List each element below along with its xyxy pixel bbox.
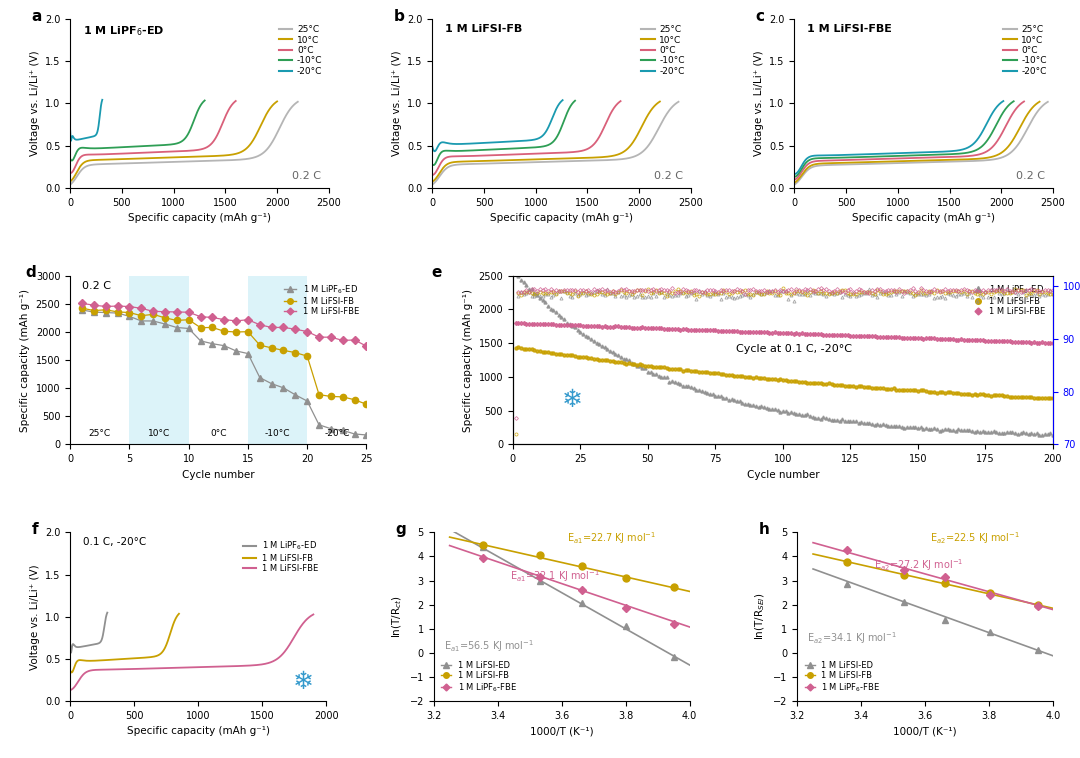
Text: 1 M LiFSI-FBE: 1 M LiFSI-FBE	[807, 24, 892, 34]
Legend: 1 M LiPF$_6$-ED, 1 M LiFSI-FB, 1 M LiFSI-FBE: 1 M LiPF$_6$-ED, 1 M LiFSI-FB, 1 M LiFSI…	[971, 280, 1049, 319]
X-axis label: 1000/T (K⁻¹): 1000/T (K⁻¹)	[893, 726, 957, 737]
Text: d: d	[26, 265, 37, 280]
Text: E$_{a2}$=22.5 KJ mol$^{-1}$: E$_{a2}$=22.5 KJ mol$^{-1}$	[930, 531, 1021, 547]
Legend: 1 M LiPF$_6$-ED, 1 M LiFSI-FB, 1 M LiFSI-FBE: 1 M LiPF$_6$-ED, 1 M LiFSI-FB, 1 M LiFSI…	[280, 280, 362, 319]
Y-axis label: Specific capacity (mAh g⁻¹): Specific capacity (mAh g⁻¹)	[463, 289, 473, 431]
Text: 0.2 C: 0.2 C	[82, 280, 111, 290]
Bar	[130, 276, 189, 444]
Text: e: e	[432, 265, 442, 280]
X-axis label: 1000/T (K⁻¹): 1000/T (K⁻¹)	[530, 726, 593, 737]
Y-axis label: Voltage vs. Li/Li⁺ (V): Voltage vs. Li/Li⁺ (V)	[29, 564, 40, 669]
Text: E$_{a1}$=32.1 KJ mol$^{-1}$: E$_{a1}$=32.1 KJ mol$^{-1}$	[511, 568, 600, 584]
Y-axis label: ln(T/R$_{ct}$): ln(T/R$_{ct}$)	[390, 595, 404, 638]
Text: 0°C: 0°C	[211, 429, 227, 437]
Y-axis label: Voltage vs. Li/Li⁺ (V): Voltage vs. Li/Li⁺ (V)	[754, 51, 764, 156]
Text: 0.1 C, -20°C: 0.1 C, -20°C	[83, 537, 146, 547]
Text: h: h	[758, 522, 770, 537]
Text: Cycle at 0.1 C, -20°C: Cycle at 0.1 C, -20°C	[735, 343, 852, 353]
Text: f: f	[31, 522, 39, 537]
Y-axis label: ln(T/R$_{SEI}$): ln(T/R$_{SEI}$)	[754, 593, 768, 641]
Text: c: c	[756, 9, 765, 23]
Text: a: a	[31, 9, 42, 23]
Text: ❄: ❄	[293, 670, 313, 694]
Bar	[248, 276, 307, 444]
Text: E$_{a2}$=34.1 KJ mol$^{-1}$: E$_{a2}$=34.1 KJ mol$^{-1}$	[807, 630, 897, 646]
Text: -20°C: -20°C	[324, 429, 350, 437]
Text: 25°C: 25°C	[89, 429, 111, 437]
Legend: 25°C, 10°C, 0°C, -10°C, -20°C: 25°C, 10°C, 0°C, -10°C, -20°C	[278, 23, 324, 77]
X-axis label: Cycle number: Cycle number	[183, 470, 255, 480]
Text: -10°C: -10°C	[265, 429, 291, 437]
Text: ❄: ❄	[562, 388, 582, 412]
Legend: 1 M LiFSI-ED, 1 M LiFSI-FB, 1 M LiPF$_6$-FBE: 1 M LiFSI-ED, 1 M LiFSI-FB, 1 M LiPF$_6$…	[437, 657, 521, 697]
Y-axis label: Specific capacity (mAh g⁻¹): Specific capacity (mAh g⁻¹)	[21, 289, 30, 431]
Y-axis label: Voltage vs. Li/Li⁺ (V): Voltage vs. Li/Li⁺ (V)	[392, 51, 402, 156]
X-axis label: Cycle number: Cycle number	[746, 470, 820, 480]
Text: E$_{a2}$=27.2 KJ mol$^{-1}$: E$_{a2}$=27.2 KJ mol$^{-1}$	[874, 558, 963, 574]
Text: 1 M LiFSI-FB: 1 M LiFSI-FB	[445, 24, 523, 34]
Text: b: b	[393, 9, 404, 23]
Text: 10°C: 10°C	[148, 429, 171, 437]
Text: E$_{a1}$=22.7 KJ mol$^{-1}$: E$_{a1}$=22.7 KJ mol$^{-1}$	[567, 531, 656, 547]
Text: E$_{a1}$=56.5 KJ mol$^{-1}$: E$_{a1}$=56.5 KJ mol$^{-1}$	[444, 639, 534, 654]
Text: 0.2 C: 0.2 C	[654, 171, 684, 181]
Y-axis label: Voltage vs. Li/Li⁺ (V): Voltage vs. Li/Li⁺ (V)	[29, 51, 40, 156]
X-axis label: Specific capacity (mAh g⁻¹): Specific capacity (mAh g⁻¹)	[129, 213, 271, 223]
Legend: 1 M LiFSI-ED, 1 M LiFSI-FB, 1 M LiPF$_6$-FBE: 1 M LiFSI-ED, 1 M LiFSI-FB, 1 M LiPF$_6$…	[801, 657, 883, 697]
X-axis label: Specific capacity (mAh g⁻¹): Specific capacity (mAh g⁻¹)	[852, 213, 995, 223]
X-axis label: Specific capacity (mAh g⁻¹): Specific capacity (mAh g⁻¹)	[126, 726, 270, 737]
Legend: 1 M LiPF$_6$-ED, 1 M LiFSI-FB, 1 M LiFSI-FBE: 1 M LiPF$_6$-ED, 1 M LiFSI-FB, 1 M LiFSI…	[240, 537, 322, 576]
Text: 0.2 C: 0.2 C	[1016, 171, 1045, 181]
Text: g: g	[395, 522, 406, 537]
Text: 0.2 C: 0.2 C	[292, 171, 321, 181]
Text: 1 M LiPF$_6$-ED: 1 M LiPF$_6$-ED	[83, 24, 164, 38]
X-axis label: Specific capacity (mAh g⁻¹): Specific capacity (mAh g⁻¹)	[490, 213, 633, 223]
Legend: 25°C, 10°C, 0°C, -10°C, -20°C: 25°C, 10°C, 0°C, -10°C, -20°C	[1001, 23, 1049, 77]
Legend: 25°C, 10°C, 0°C, -10°C, -20°C: 25°C, 10°C, 0°C, -10°C, -20°C	[639, 23, 687, 77]
